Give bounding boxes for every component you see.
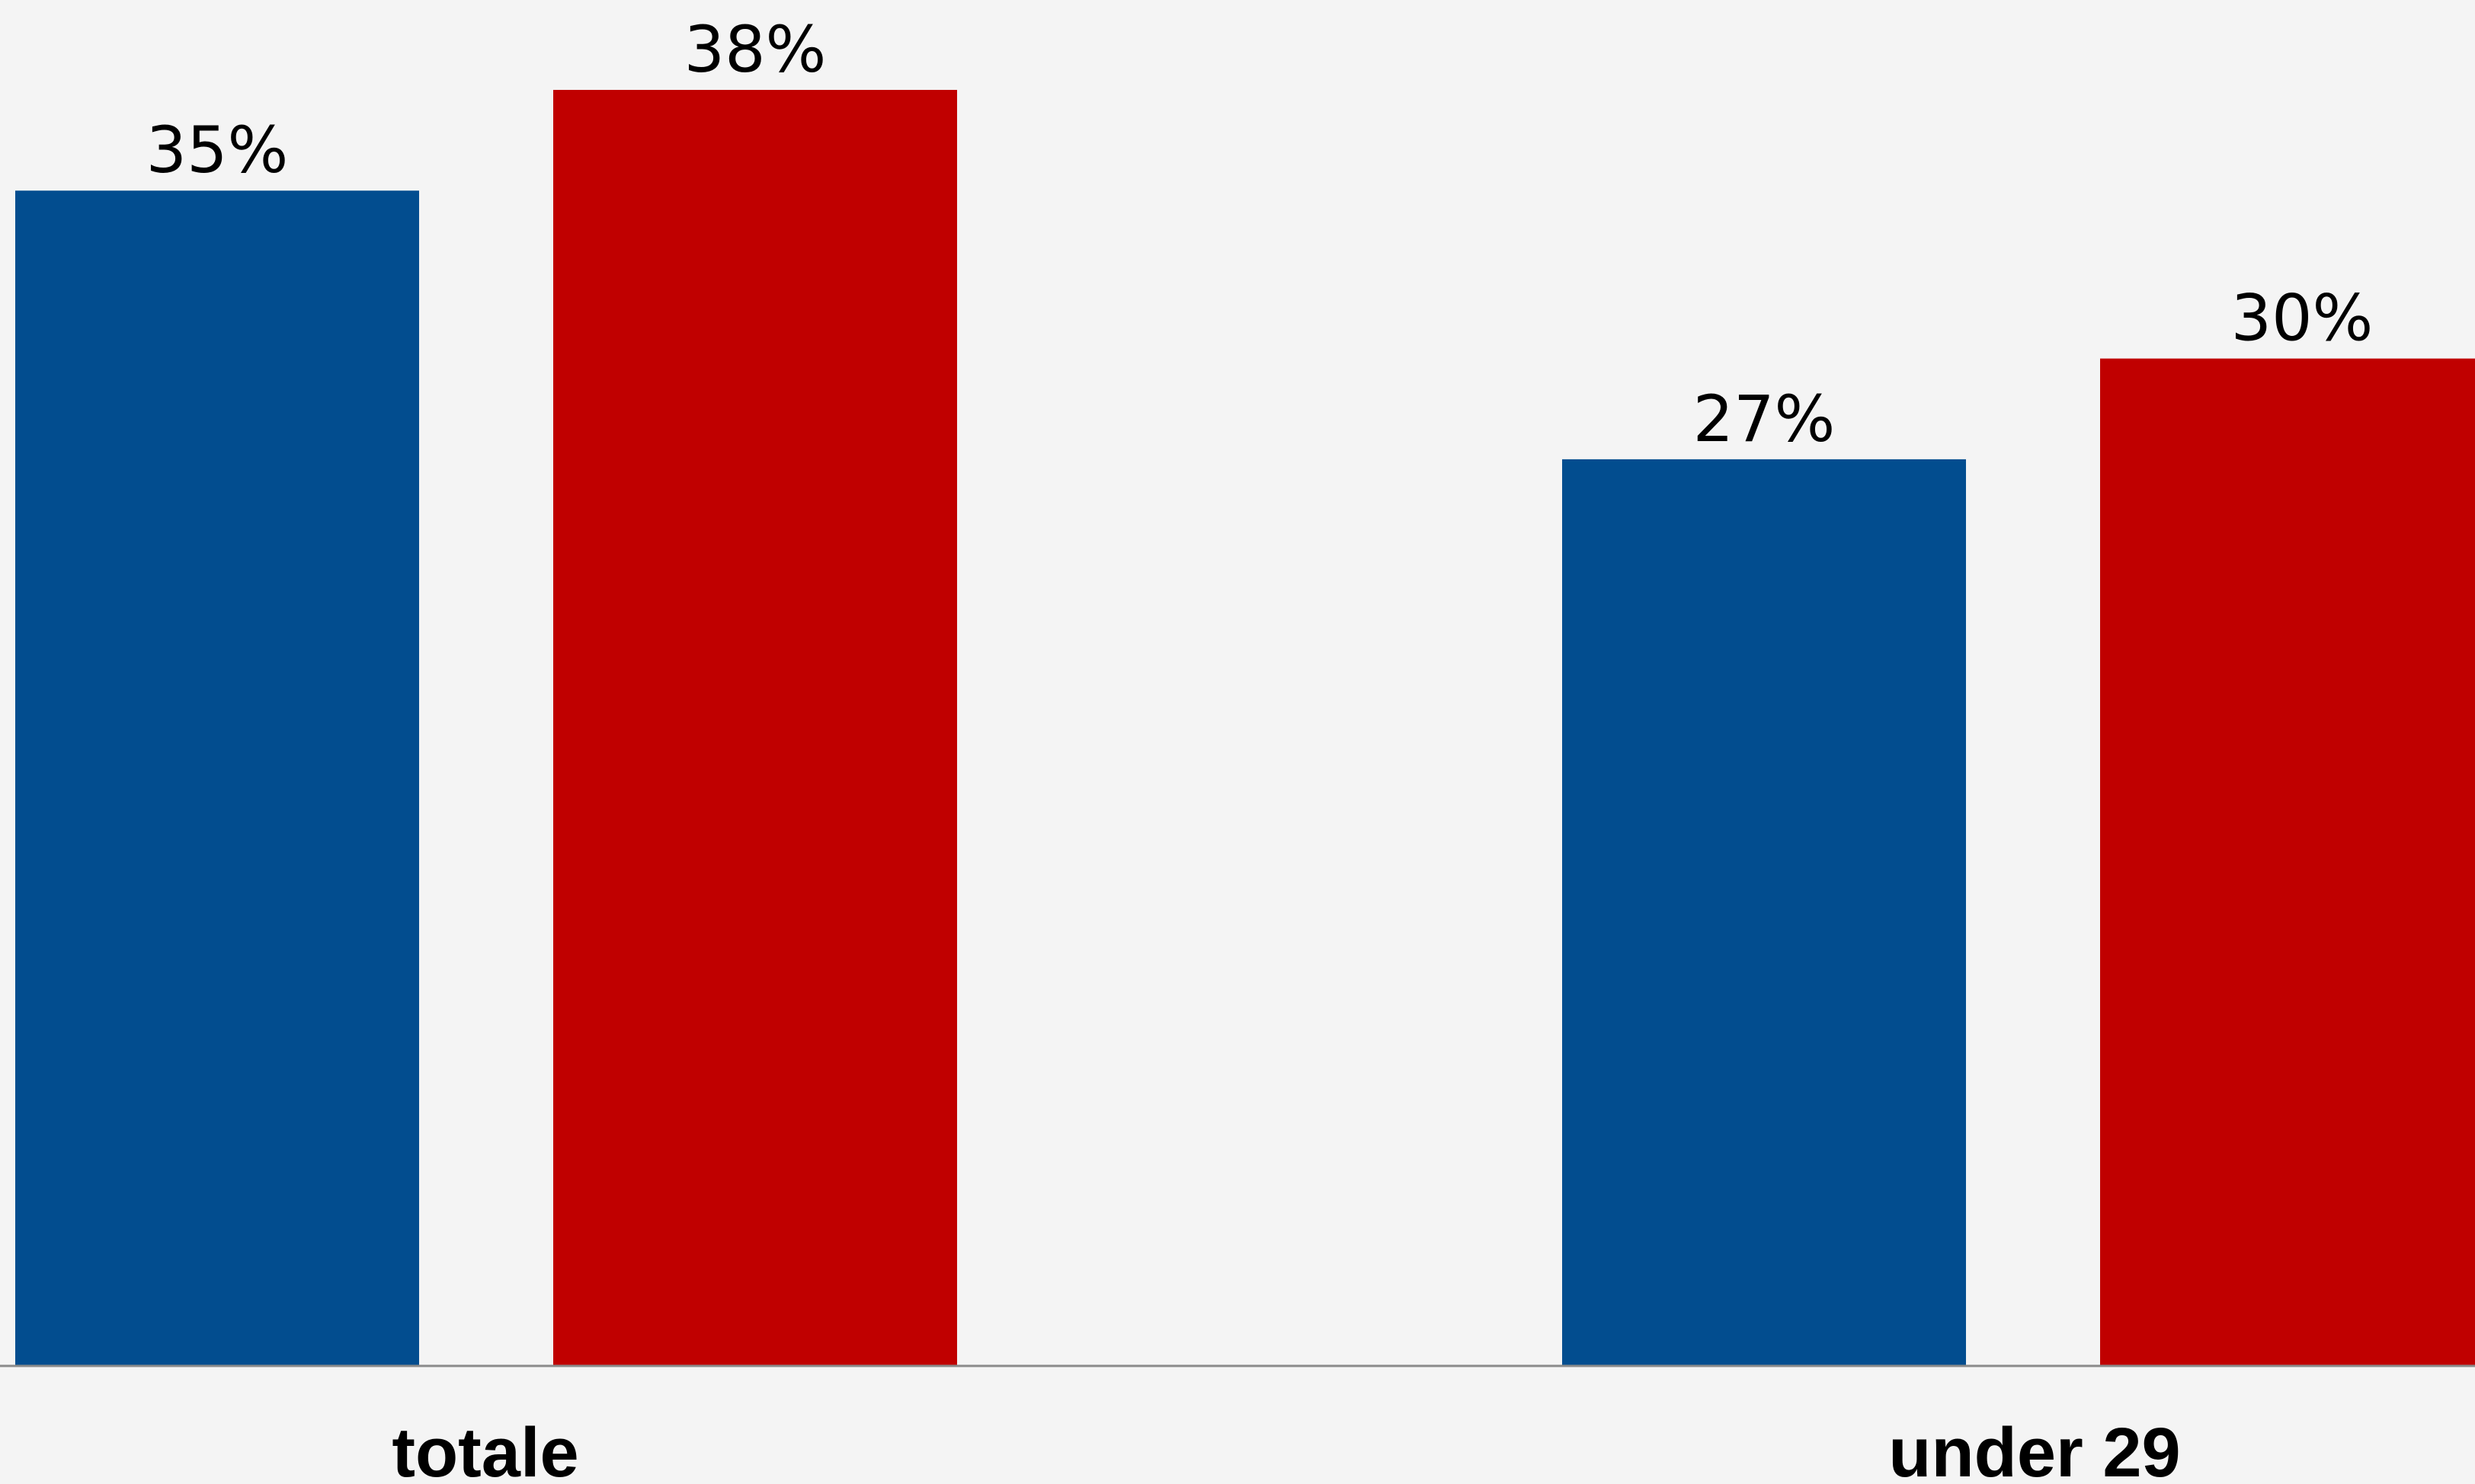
labels-layer: 35% 38% 27% 30% totale under 29 [146,12,2374,1484]
x-tick-label: totale [392,1414,578,1484]
bar-under-29-1 [1562,459,1966,1366]
x-tick-label: under 29 [1888,1414,2180,1484]
bar-under-29-2 [2100,358,2475,1366]
data-label: 30% [2231,281,2374,356]
data-label: 35% [146,113,289,187]
bar-totale-1 [15,190,419,1367]
bar-totale-2 [553,90,957,1366]
data-label: 38% [684,12,827,87]
data-label: 27% [1693,382,1836,456]
bars-layer [15,90,2475,1367]
